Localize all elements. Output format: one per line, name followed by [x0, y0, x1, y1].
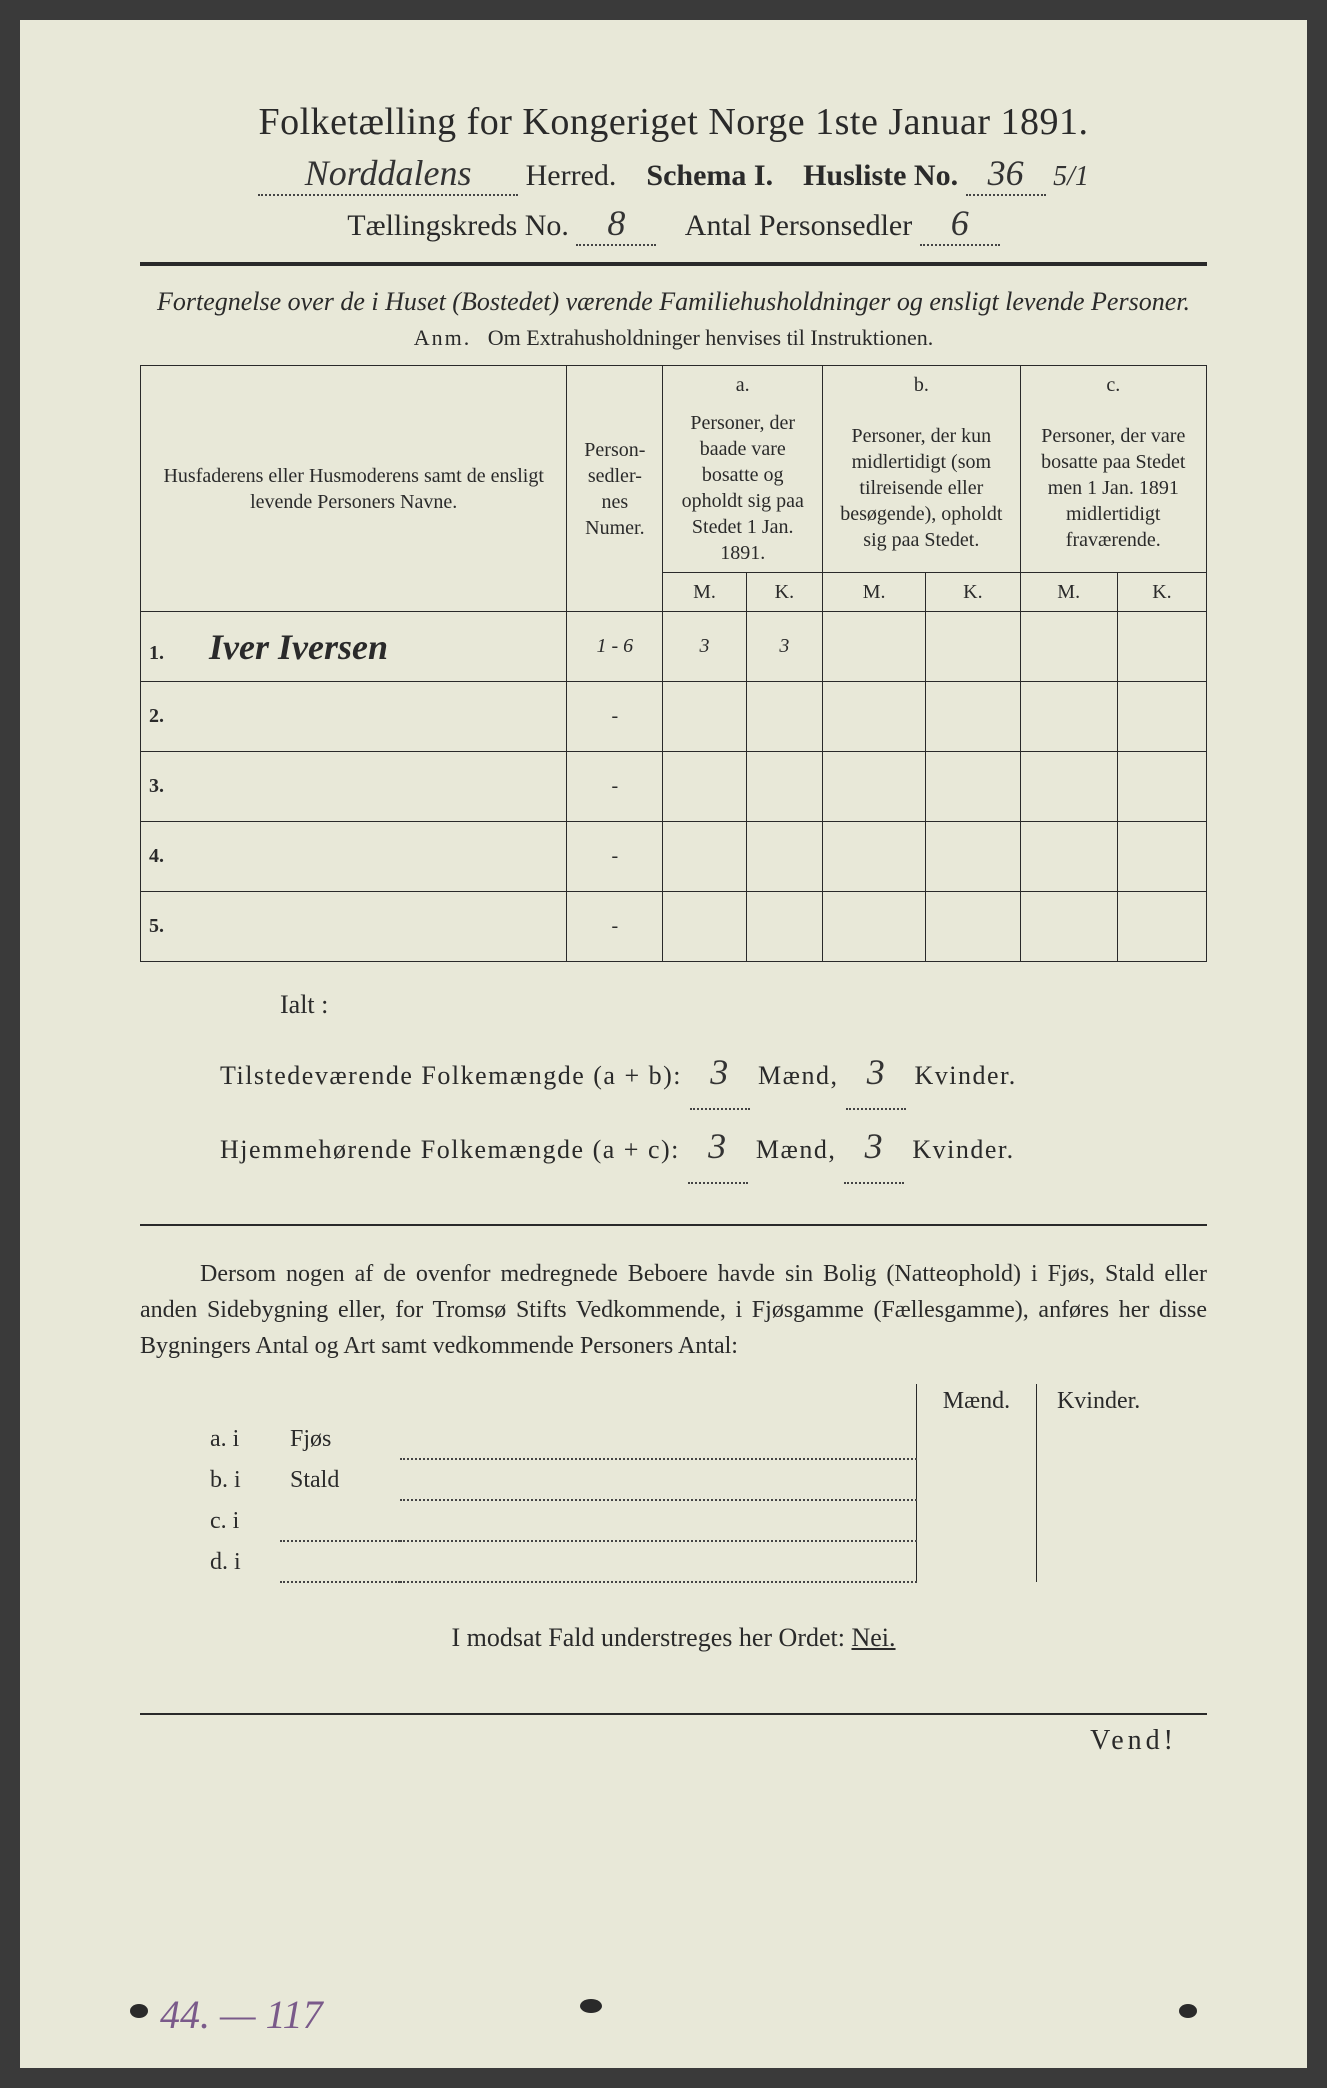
row-c-m	[1020, 612, 1117, 682]
row-name-cell: 1. Iver Iversen	[141, 612, 567, 682]
bygn-a-label: Fjøs	[280, 1419, 400, 1459]
subtitle: Fortegnelse over de i Huset (Bostedet) v…	[140, 284, 1207, 319]
vend-label: Vend!	[140, 1725, 1207, 1757]
row-a-m: 3	[663, 612, 746, 682]
col1-header: Husfaderens eller Husmoderens samt de en…	[141, 366, 567, 612]
totals-1-k: 3	[846, 1036, 906, 1110]
top-rule	[140, 262, 1207, 266]
col-a-label: a.	[663, 366, 823, 405]
totals-line-1: Tilstedeværende Folkemængde (a + b): 3 M…	[220, 1036, 1207, 1110]
husliste-suffix: 5/1	[1053, 161, 1089, 192]
bygn-row-b: b. i Stald	[200, 1459, 1160, 1500]
col-b-label: b.	[823, 366, 1020, 405]
col2-header: Person-sedler-nes Numer.	[567, 366, 663, 612]
totals-1-m: 3	[690, 1036, 750, 1110]
row-num: 4.	[141, 822, 567, 892]
row-num: 3.	[141, 752, 567, 822]
paragraph: Dersom nogen af de ovenfor medregnede Be…	[140, 1256, 1207, 1364]
mid-rule	[140, 1224, 1207, 1226]
bygn-c-pre: c. i	[200, 1500, 280, 1541]
bygn-b-pre: b. i	[200, 1459, 280, 1500]
anm-line: Anm. Om Extrahusholdninger henvises til …	[140, 325, 1207, 351]
ink-spot	[1179, 2004, 1197, 2018]
table-row: 3. -	[141, 752, 1207, 822]
row-c-k	[1117, 612, 1206, 682]
ink-spot	[580, 1999, 602, 2013]
totals-2-k: 3	[844, 1110, 904, 1184]
bygn-row-a: a. i Fjøs	[200, 1419, 1160, 1459]
row-num: 5.	[141, 892, 567, 962]
main-table: Husfaderens eller Husmoderens samt de en…	[140, 365, 1207, 962]
husliste-label: Husliste No.	[803, 159, 958, 192]
bygn-maend-header: Mænd.	[916, 1384, 1036, 1419]
col-c-header: Personer, der vare bosatte paa Stedet me…	[1020, 404, 1206, 573]
row-name: Iver Iversen	[169, 627, 388, 667]
kvinder-label: Kvinder.	[914, 1061, 1016, 1090]
bygn-kvinder-header: Kvinder.	[1036, 1384, 1160, 1419]
row-num: 2.	[141, 682, 567, 752]
row-numer: -	[567, 822, 663, 892]
row-a-k: 3	[746, 612, 822, 682]
col-a-m: M.	[663, 573, 746, 612]
footnote: 44. — 117	[160, 1991, 323, 2038]
table-body: 1. Iver Iversen 1 - 6 3 3 2. - 3. -	[141, 612, 1207, 962]
table-row: 2. -	[141, 682, 1207, 752]
row-num: 1.	[149, 642, 164, 664]
row-b-m	[823, 612, 926, 682]
kreds-label: Tællingskreds No.	[347, 209, 569, 242]
row-numer: 1 - 6	[567, 612, 663, 682]
totals-2-label: Hjemmehørende Folkemængde (a + c):	[220, 1135, 680, 1164]
table-row: 5. -	[141, 892, 1207, 962]
col-c-label: c.	[1020, 366, 1206, 405]
antal-value: 6	[920, 202, 1000, 246]
bygn-a-pre: a. i	[200, 1419, 280, 1459]
table-row: 1. Iver Iversen 1 - 6 3 3	[141, 612, 1207, 682]
row-numer: -	[567, 892, 663, 962]
herred-value: Norddalens	[258, 152, 518, 196]
page-title: Folketælling for Kongeriget Norge 1ste J…	[140, 100, 1207, 144]
buildings-table: Mænd. Kvinder. a. i Fjøs b. i Stald c. i…	[200, 1384, 1160, 1583]
husliste-value: 36	[966, 152, 1046, 196]
totals-line-2: Hjemmehørende Folkemængde (a + c): 3 Mæn…	[220, 1110, 1207, 1184]
modsat-nei: Nei.	[851, 1623, 895, 1652]
totals-2-m: 3	[688, 1110, 748, 1184]
col-b-header: Personer, der kun midlertidigt (som tilr…	[823, 404, 1020, 573]
kvinder-label: Kvinder.	[912, 1135, 1014, 1164]
anm-label: Anm.	[414, 325, 472, 350]
modsat-text: I modsat Fald understreges her Ordet:	[451, 1623, 845, 1652]
bottom-rule	[140, 1713, 1207, 1715]
row-numer: -	[567, 752, 663, 822]
header-line-2: Norddalens Herred. Schema I. Husliste No…	[140, 152, 1207, 196]
totals-block: Tilstedeværende Folkemængde (a + b): 3 M…	[220, 1036, 1207, 1184]
antal-label: Antal Personsedler	[685, 209, 912, 242]
row-numer: -	[567, 682, 663, 752]
totals-1-label: Tilstedeværende Folkemængde (a + b):	[220, 1061, 682, 1090]
col-a-header: Personer, der baade vare bosatte og opho…	[663, 404, 823, 573]
col-c-m: M.	[1020, 573, 1117, 612]
anm-text: Om Extrahusholdninger henvises til Instr…	[488, 325, 933, 350]
table-row: 4. -	[141, 822, 1207, 892]
kreds-value: 8	[576, 202, 656, 246]
census-form-page: Folketælling for Kongeriget Norge 1ste J…	[20, 20, 1307, 2068]
para-text: Dersom nogen af de ovenfor medregnede Be…	[140, 1261, 1207, 1359]
row-b-k	[926, 612, 1020, 682]
bygn-c-label	[280, 1500, 400, 1541]
bygn-d-label	[280, 1541, 400, 1582]
bygn-row-d: d. i	[200, 1541, 1160, 1582]
header-line-3: Tællingskreds No. 8 Antal Personsedler 6	[140, 202, 1207, 246]
modsat-line: I modsat Fald understreges her Ordet: Ne…	[140, 1623, 1207, 1653]
herred-label: Herred.	[526, 159, 617, 192]
maend-label: Mænd,	[756, 1135, 836, 1164]
bygn-b-label: Stald	[280, 1459, 400, 1500]
maend-label: Mænd,	[758, 1061, 838, 1090]
bygn-row-c: c. i	[200, 1500, 1160, 1541]
bygn-d-pre: d. i	[200, 1541, 280, 1582]
schema-label: Schema I.	[646, 159, 773, 192]
col-c-k: K.	[1117, 573, 1206, 612]
col-b-m: M.	[823, 573, 926, 612]
ialt-label: Ialt :	[280, 990, 1207, 1020]
col-a-k: K.	[746, 573, 822, 612]
ink-spot	[130, 2004, 148, 2018]
col-b-k: K.	[926, 573, 1020, 612]
